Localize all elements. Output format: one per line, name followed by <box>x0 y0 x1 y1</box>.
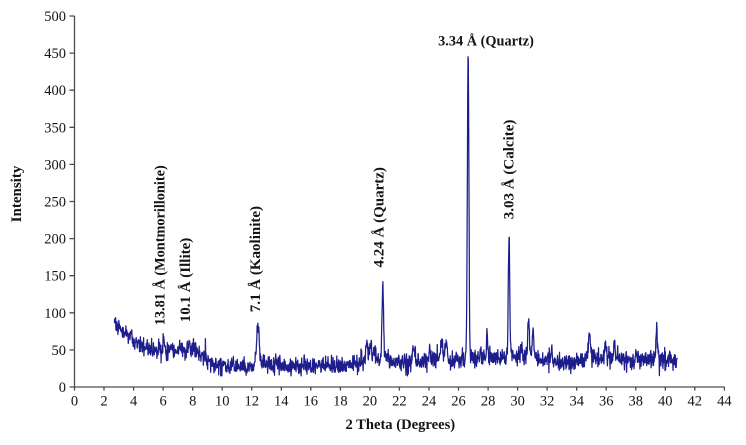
svg-text:32: 32 <box>540 393 555 409</box>
svg-text:12: 12 <box>244 393 259 409</box>
svg-text:3.34 Å (Quartz): 3.34 Å (Quartz) <box>438 33 534 49</box>
svg-text:2: 2 <box>100 393 107 409</box>
svg-text:36: 36 <box>599 393 614 409</box>
svg-text:28: 28 <box>481 393 496 409</box>
svg-text:Intensity: Intensity <box>9 165 25 222</box>
svg-text:16: 16 <box>304 393 319 409</box>
svg-text:6: 6 <box>159 393 166 409</box>
svg-text:450: 450 <box>44 46 66 62</box>
svg-text:38: 38 <box>629 393 644 409</box>
svg-text:44: 44 <box>717 393 732 409</box>
svg-text:26: 26 <box>451 393 466 409</box>
svg-text:34: 34 <box>569 393 584 409</box>
svg-text:24: 24 <box>422 393 437 409</box>
svg-text:8: 8 <box>189 393 196 409</box>
svg-text:40: 40 <box>658 393 673 409</box>
svg-text:10.1 Å (Illite): 10.1 Å (Illite) <box>178 238 194 323</box>
svg-text:0: 0 <box>71 393 78 409</box>
svg-text:22: 22 <box>392 393 407 409</box>
svg-text:13.81 Å (Montmorillonite): 13.81 Å (Montmorillonite) <box>152 165 168 325</box>
svg-text:7.1 Å (Kaolinite): 7.1 Å (Kaolinite) <box>248 206 264 312</box>
svg-text:50: 50 <box>52 343 67 359</box>
svg-text:0: 0 <box>59 380 66 396</box>
svg-text:100: 100 <box>44 306 66 322</box>
svg-text:350: 350 <box>44 120 66 136</box>
svg-text:200: 200 <box>44 232 66 248</box>
svg-text:18: 18 <box>333 393 348 409</box>
svg-text:3.03 Å (Calcite): 3.03 Å (Calcite) <box>502 120 518 220</box>
svg-text:250: 250 <box>44 195 66 211</box>
svg-text:500: 500 <box>44 9 66 25</box>
svg-text:10: 10 <box>215 393 230 409</box>
svg-text:150: 150 <box>44 269 66 285</box>
svg-text:400: 400 <box>44 83 66 99</box>
svg-text:14: 14 <box>274 393 289 409</box>
svg-text:20: 20 <box>363 393 378 409</box>
svg-text:300: 300 <box>44 157 66 173</box>
svg-text:2 Theta (Degrees): 2 Theta (Degrees) <box>345 417 455 433</box>
svg-text:4: 4 <box>130 393 138 409</box>
svg-text:4.24 Å (Quartz): 4.24 Å (Quartz) <box>372 167 388 267</box>
svg-text:42: 42 <box>688 393 703 409</box>
svg-text:30: 30 <box>510 393 525 409</box>
